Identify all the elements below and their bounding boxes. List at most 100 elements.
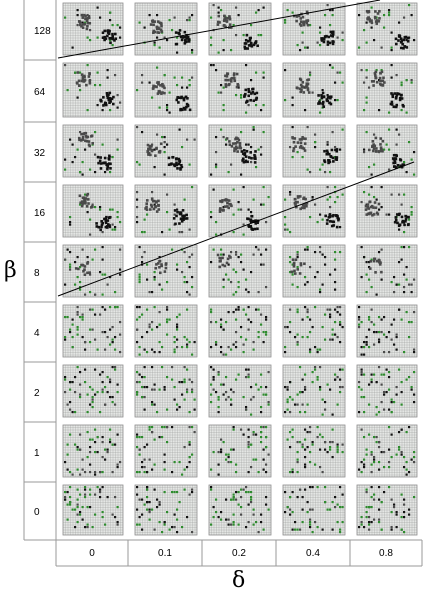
agent-cell <box>143 458 146 461</box>
agent-cell <box>138 163 141 166</box>
panel-lattice <box>357 3 417 55</box>
agent-cell <box>222 86 225 89</box>
agent-cell <box>188 163 191 166</box>
agent-cell <box>222 109 225 112</box>
agent-cell <box>405 431 408 434</box>
agent-cell <box>217 11 220 14</box>
agent-cell <box>186 338 189 341</box>
agent-cell <box>166 376 169 379</box>
agent-cell <box>306 308 309 311</box>
agent-cell <box>390 433 393 436</box>
agent-cell <box>383 466 386 469</box>
agent-cell <box>79 89 82 92</box>
cluster-cell <box>99 162 103 165</box>
agent-cell <box>151 508 154 511</box>
agent-cell <box>336 99 339 102</box>
agent-cell <box>217 91 220 94</box>
agent-cell <box>181 393 184 396</box>
agent-cell <box>136 89 139 92</box>
agent-cell <box>306 246 309 249</box>
cluster-cell <box>181 214 184 218</box>
agent-cell <box>363 346 366 349</box>
agent-cell <box>336 451 339 454</box>
agent-cell <box>237 286 240 289</box>
panel-r64-c0.8 <box>356 62 418 118</box>
agent-cell <box>138 453 141 456</box>
agent-cell <box>232 428 235 431</box>
agent-cell <box>339 313 342 316</box>
cluster-cell <box>147 147 150 151</box>
cluster-cell <box>298 272 302 275</box>
agent-cell <box>365 516 368 519</box>
agent-cell <box>260 386 263 389</box>
cluster-cell <box>78 84 81 87</box>
agent-cell <box>296 451 299 454</box>
agent-cell <box>400 453 403 456</box>
agent-cell <box>138 373 141 376</box>
agent-cell <box>255 71 258 74</box>
agent-cell <box>260 323 263 326</box>
cluster-cell <box>101 221 104 225</box>
agent-cell <box>188 456 191 459</box>
agent-cell <box>296 44 299 47</box>
cluster-cell <box>146 150 150 154</box>
agent-cell <box>314 366 317 369</box>
agent-cell <box>89 341 92 344</box>
agent-cell <box>393 276 396 279</box>
cluster-cell <box>100 223 104 227</box>
agent-cell <box>136 371 139 374</box>
cluster-cell <box>154 154 157 157</box>
cluster-cell <box>378 259 381 262</box>
cluster-cell <box>373 201 377 204</box>
cluster-cell <box>323 149 326 153</box>
cluster-cell <box>103 38 106 42</box>
agent-cell <box>336 403 339 406</box>
agent-cell <box>336 71 339 74</box>
cluster-cell <box>103 35 107 39</box>
agent-cell <box>240 261 243 264</box>
cluster-cell <box>228 16 231 20</box>
cluster-cell <box>378 17 381 20</box>
agent-cell <box>76 276 79 279</box>
agent-cell <box>96 348 99 351</box>
agent-cell <box>230 348 233 351</box>
cluster-cell <box>377 202 381 206</box>
agent-cell <box>119 321 122 324</box>
agent-cell <box>306 336 309 339</box>
cluster-cell <box>219 257 223 260</box>
cluster-cell <box>160 264 164 268</box>
agent-cell <box>79 371 82 374</box>
agent-cell <box>252 433 255 436</box>
agent-cell <box>400 258 403 261</box>
cluster-cell <box>81 76 85 79</box>
cluster-cell <box>298 22 302 26</box>
agent-cell <box>101 511 104 514</box>
cluster-cell <box>236 146 239 150</box>
agent-cell <box>94 84 97 87</box>
agent-cell <box>235 471 238 474</box>
agent-cell <box>166 306 169 309</box>
agent-cell <box>64 64 67 67</box>
cluster-cell <box>157 31 161 34</box>
agent-cell <box>104 448 107 451</box>
agent-cell <box>176 346 179 349</box>
agent-cell <box>301 508 304 511</box>
agent-cell <box>284 19 287 22</box>
cluster-cell <box>156 31 159 34</box>
cluster-cell <box>111 35 115 38</box>
agent-cell <box>232 311 235 314</box>
agent-cell <box>321 218 324 221</box>
agent-cell <box>232 188 235 191</box>
cluster-cell <box>84 201 87 205</box>
cluster-cell <box>402 163 405 167</box>
agent-cell <box>334 373 337 376</box>
agent-cell <box>163 521 166 524</box>
agent-cell <box>365 101 368 104</box>
agent-cell <box>358 318 361 321</box>
cluster-cell <box>400 46 403 50</box>
cluster-cell <box>175 214 178 218</box>
agent-cell <box>393 503 396 506</box>
agent-cell <box>309 71 312 74</box>
agent-cell <box>153 166 156 169</box>
agent-cell <box>390 323 393 326</box>
